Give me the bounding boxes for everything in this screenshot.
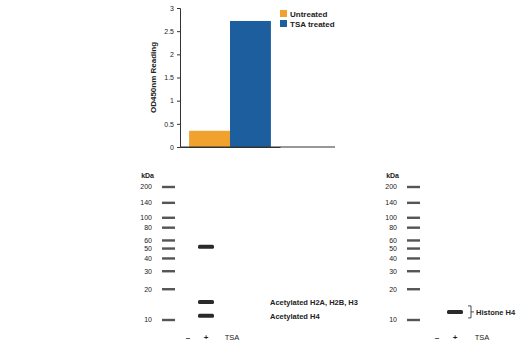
- y-tick: 2.5: [164, 28, 180, 35]
- y-tick-mark: [177, 78, 180, 79]
- ladder-label: 40: [144, 255, 152, 262]
- band-annotation: Histone H4: [476, 308, 516, 317]
- band-annotation: Acetylated H2A, H2B, H3: [270, 298, 358, 307]
- y-tick: 3: [170, 5, 180, 12]
- x-axis-extension: [180, 147, 335, 148]
- protein-band: [198, 245, 214, 249]
- treatment-label: TSA: [225, 333, 240, 342]
- y-tick-mark: [177, 147, 180, 148]
- ladder-label: 50: [144, 245, 152, 252]
- y-tick-label: 2.5: [164, 28, 174, 35]
- y-tick-label: 2: [170, 51, 174, 58]
- lane-label: –: [186, 333, 191, 342]
- y-tick-mark: [177, 8, 180, 9]
- ladder-label: 200: [385, 183, 397, 190]
- ladder-band: [407, 202, 420, 204]
- lane-label: +: [453, 333, 458, 342]
- bar: [189, 131, 230, 147]
- y-tick-label: 3: [170, 5, 174, 12]
- legend-item: Untreated: [280, 10, 327, 19]
- blot-unit: kDa: [141, 172, 154, 179]
- y-tick: 1: [170, 97, 180, 104]
- y-axis-title: OD450nm Reading: [149, 42, 158, 113]
- ladder-band: [162, 239, 175, 241]
- legend-item: TSA treated: [280, 20, 335, 29]
- protein-band: [198, 300, 214, 304]
- lane-label: –: [435, 333, 440, 342]
- y-tick: 0.5: [164, 121, 180, 128]
- ladder-band: [407, 270, 420, 272]
- bar: [230, 21, 271, 147]
- ladder-label: 140: [140, 199, 152, 206]
- y-axis-line: [177, 9, 181, 148]
- y-tick-label: 0: [170, 144, 174, 151]
- ladder-band: [162, 202, 175, 204]
- ladder-band: [407, 186, 420, 188]
- ladder-band: [407, 288, 420, 290]
- ladder-label: 200: [140, 183, 152, 190]
- ladder-label: 100: [385, 214, 397, 221]
- y-tick: 2: [170, 51, 180, 58]
- ladder-band: [162, 257, 175, 259]
- ladder-label: 10: [389, 316, 397, 323]
- legend-swatch: [280, 10, 287, 17]
- y-tick-label: 1: [170, 97, 174, 104]
- y-tick-mark: [177, 124, 180, 125]
- bars: [189, 21, 271, 147]
- ladder-band: [407, 247, 420, 249]
- ladder-band: [162, 186, 175, 188]
- ladder-label: 20: [144, 286, 152, 293]
- annotation-bracket: [468, 306, 474, 318]
- ladder-label: 80: [144, 224, 152, 231]
- ladder-label: 30: [144, 268, 152, 275]
- figure: 00.511.522.53OD450nm ReadingUntreatedTSA…: [0, 0, 520, 350]
- ladder-band: [162, 319, 175, 321]
- ladder-band: [407, 319, 420, 321]
- y-axis: 0 0.5 1 1.5 2 2.5 3: [164, 5, 180, 151]
- y-tick: 0: [170, 144, 180, 151]
- ladder-band: [162, 270, 175, 272]
- lane-label: +: [204, 333, 209, 342]
- y-tick-label: 1.5: [164, 74, 174, 81]
- ladder-label: 140: [385, 199, 397, 206]
- y-tick-mark: [177, 101, 180, 102]
- y-tick-mark: [177, 31, 180, 32]
- blot-unit: kDa: [386, 172, 399, 179]
- ladder-label: 40: [389, 255, 397, 262]
- ladder-band: [407, 226, 420, 228]
- protein-band: [198, 314, 214, 318]
- ladder-band: [407, 257, 420, 259]
- ladder-band: [407, 217, 420, 219]
- y-tick-mark: [177, 54, 180, 55]
- ladder-label: 50: [389, 245, 397, 252]
- legend-label: TSA treated: [290, 20, 335, 29]
- ladder-band: [162, 247, 175, 249]
- legend-label: Untreated: [290, 10, 327, 19]
- ladder-band: [162, 217, 175, 219]
- treatment-label: TSA: [475, 333, 490, 342]
- y-tick: 1.5: [164, 74, 180, 81]
- ladder-label: 20: [389, 286, 397, 293]
- ladder-label: 60: [389, 237, 397, 244]
- blot: kDa 200 140 100 80 6050 40 30 20 10 Histone H4 – + TS…: [385, 172, 516, 342]
- legend-swatch: [280, 20, 287, 27]
- band-annotation: Acetylated H4: [270, 312, 320, 321]
- legend: UntreatedTSA treated: [280, 10, 335, 29]
- ladder-label: 100: [140, 214, 152, 221]
- ladder-band: [162, 288, 175, 290]
- y-tick-label: 0.5: [164, 121, 174, 128]
- blot: kDa 200 140 100 80 6050 40 30 20 10 Acetylated H2A…: [140, 172, 358, 342]
- ladder-label: 80: [389, 224, 397, 231]
- ladder-label: 60: [144, 237, 152, 244]
- ladder-label: 30: [389, 268, 397, 275]
- ladder-band: [407, 239, 420, 241]
- ladder-band: [162, 226, 175, 228]
- ladder-label: 10: [144, 316, 152, 323]
- protein-band: [447, 310, 463, 314]
